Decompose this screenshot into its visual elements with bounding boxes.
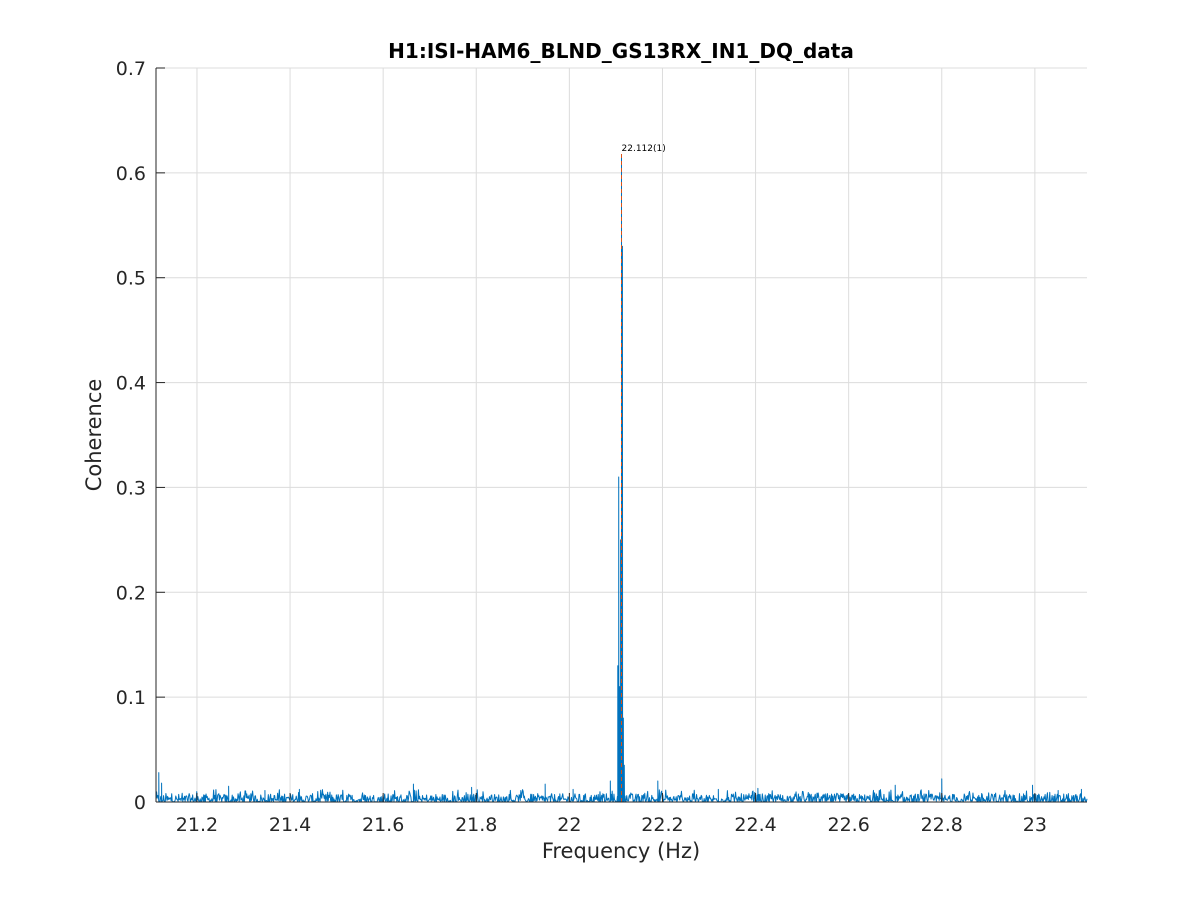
y-tick-label: 0.7 (116, 58, 146, 80)
x-tick-label: 22.6 (828, 814, 870, 836)
x-tick-labels: 21.2 21.4 21.6 21.8 22 22.2 22.4 22.6 22.8 23 (176, 814, 1047, 836)
peak-marker: 22.112(1) (621, 144, 666, 802)
y-axis-label: Coherence (82, 379, 106, 492)
y-tick-label: 0.1 (116, 687, 146, 709)
series-line (155, 156, 1088, 803)
x-tick-label: 22.4 (734, 814, 776, 836)
y-tick-label: 0 (134, 792, 146, 814)
x-tick-label: 21.6 (362, 814, 404, 836)
y-tick-label: 0.4 (116, 373, 146, 395)
y-tick-label: 0.2 (116, 582, 146, 604)
y-tick-label: 0.5 (116, 268, 146, 290)
x-tick-label: 22 (557, 814, 581, 836)
x-tick-label: 21.8 (455, 814, 497, 836)
y-tick-label: 0.3 (116, 477, 146, 499)
coherence-series (155, 156, 1088, 803)
x-tick-label: 21.4 (269, 814, 311, 836)
chart-title: H1:ISI-HAM6_BLND_GS13RX_IN1_DQ_data (388, 39, 854, 63)
x-tick-label: 22.2 (641, 814, 683, 836)
peak-marker-label: 22.112(1) (622, 144, 666, 154)
y-tick-label: 0.6 (116, 163, 146, 185)
y-tick-labels: 0 0.1 0.2 0.3 0.4 0.5 0.6 0.7 (116, 58, 146, 814)
x-tick-label: 23 (1023, 814, 1047, 836)
axes (155, 67, 1087, 803)
x-tick-label: 22.8 (921, 814, 963, 836)
x-axis-label: Frequency (Hz) (542, 839, 700, 863)
x-tick-label: 21.2 (176, 814, 218, 836)
